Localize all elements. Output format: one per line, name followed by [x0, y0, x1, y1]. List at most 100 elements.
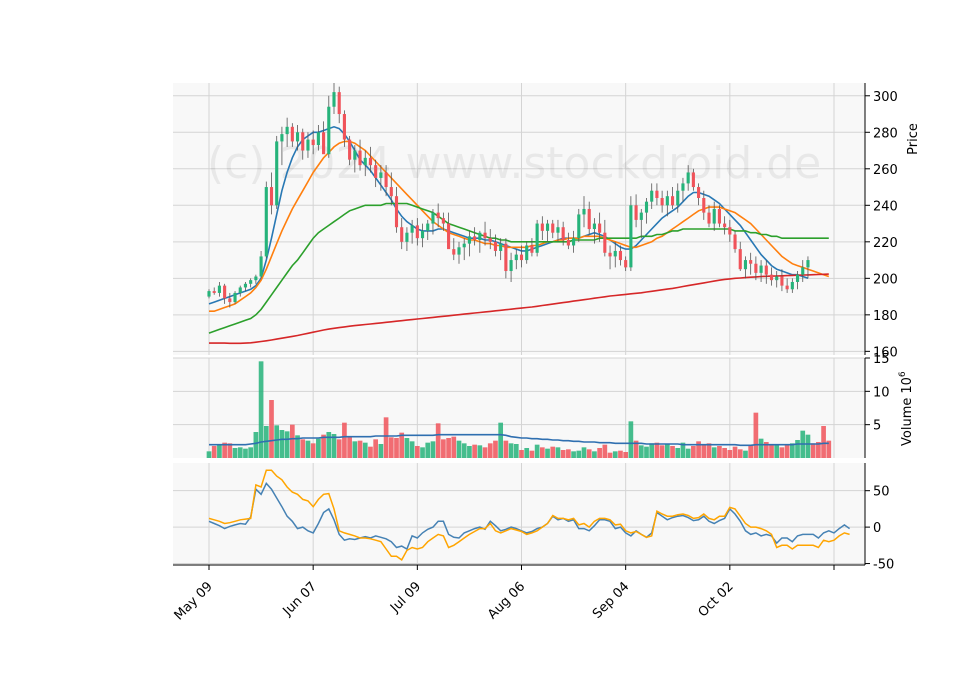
volume-bar: [446, 438, 451, 458]
candle: [368, 146, 373, 173]
candle-body: [608, 252, 612, 257]
candle: [556, 219, 560, 242]
candle-body: [368, 157, 373, 166]
candle-body: [478, 232, 482, 240]
candle-body: [551, 223, 555, 233]
candle-body: [618, 250, 623, 261]
volume-bar: [685, 448, 691, 458]
volume-bar: [409, 441, 415, 458]
candle: [301, 128, 305, 160]
volume-bar: [357, 440, 363, 458]
volume-bar: [545, 448, 550, 458]
candle-body: [473, 236, 477, 240]
candle-body: [363, 157, 367, 166]
volume-bar: [352, 441, 358, 458]
candle: [587, 201, 591, 235]
candle: [228, 292, 232, 308]
candle-body: [540, 223, 544, 231]
volume-bar: [732, 446, 738, 458]
volume-bar: [644, 446, 649, 458]
candle: [452, 238, 456, 261]
volume-bar: [607, 452, 613, 458]
candle-body: [681, 183, 685, 191]
volume-bar: [232, 448, 238, 458]
candle-body: [639, 212, 643, 220]
candle: [337, 86, 341, 124]
candle-body: [249, 280, 253, 284]
candle: [243, 281, 248, 292]
candle-body: [379, 172, 383, 178]
candle: [644, 198, 649, 224]
candle-body: [509, 260, 513, 272]
candle: [795, 271, 800, 290]
candle-body: [707, 212, 711, 224]
x-tick-label: Sep 04: [590, 579, 633, 622]
candle-body: [644, 201, 649, 213]
candle: [436, 203, 440, 228]
volume-bar: [696, 441, 701, 458]
volume-bar: [826, 440, 832, 458]
candle: [509, 252, 513, 282]
volume-bar: [612, 451, 618, 458]
candle-body: [582, 208, 586, 215]
volume-bar: [321, 434, 326, 458]
candle: [759, 260, 763, 282]
candle: [504, 238, 508, 279]
candle-body: [764, 265, 768, 275]
candle-body: [301, 132, 305, 151]
candle: [525, 241, 529, 264]
candle: [540, 216, 544, 240]
candle-body: [702, 198, 706, 213]
candle-body: [415, 225, 419, 239]
volume-bar: [628, 421, 634, 458]
volume-bar: [388, 437, 394, 458]
volume-bar: [555, 447, 561, 458]
candle: [728, 219, 732, 242]
candle: [420, 223, 425, 248]
volume-bar: [717, 446, 722, 458]
candle: [342, 110, 346, 147]
candle: [384, 165, 388, 197]
candle: [353, 145, 357, 173]
candle-body: [254, 276, 258, 281]
candle-body: [493, 241, 498, 251]
volume-exponent-base: 10: [900, 377, 915, 394]
candle-body: [264, 187, 268, 257]
candle: [670, 187, 675, 209]
candle-body: [316, 132, 320, 146]
candle: [374, 159, 378, 188]
volume-bar: [316, 438, 321, 458]
candle-body: [499, 243, 503, 251]
volume-bar: [701, 445, 707, 458]
volume-bar: [508, 443, 514, 458]
volume-bar: [618, 450, 623, 458]
candle-body: [322, 132, 326, 155]
volume-bar: [331, 434, 337, 458]
volume-bar: [821, 426, 826, 458]
candle-body: [337, 92, 341, 115]
volume-bar: [524, 448, 530, 458]
candle: [316, 124, 320, 151]
volume-axis-label: Volume 106: [898, 371, 915, 446]
price-tick-label: 160: [873, 345, 898, 360]
candle-body: [452, 249, 456, 255]
candle: [415, 218, 419, 246]
x-tick-label: Jun 07: [280, 579, 320, 619]
candlesticks: [207, 83, 810, 308]
candle: [519, 245, 524, 268]
volume-bar: [670, 446, 675, 458]
candle-body: [238, 287, 242, 293]
volume-bar: [586, 449, 592, 458]
price-tick-label: 300: [873, 90, 898, 105]
candle: [535, 219, 539, 257]
candle-body: [691, 172, 695, 188]
price-tick-label: 200: [873, 272, 898, 287]
volume-tick-label: 5: [873, 419, 881, 434]
volume-bar: [420, 447, 425, 458]
candle: [634, 194, 638, 228]
candle-body: [457, 247, 461, 255]
candle: [545, 219, 550, 242]
volume-bar: [571, 451, 576, 458]
candle-body: [697, 187, 701, 199]
